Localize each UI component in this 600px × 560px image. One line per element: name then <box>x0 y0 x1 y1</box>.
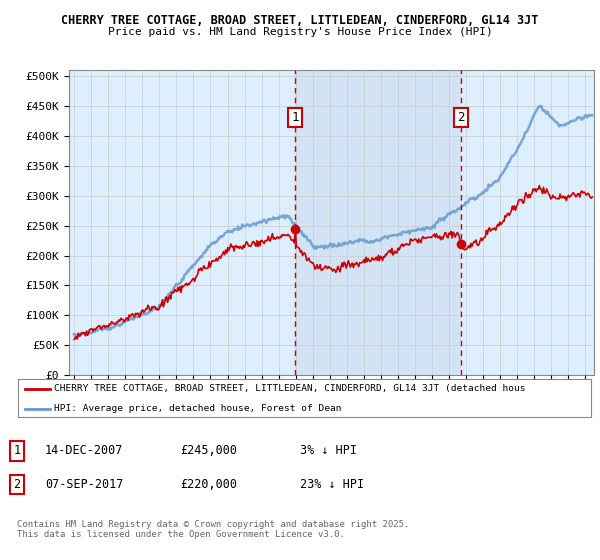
Text: 2: 2 <box>457 111 464 124</box>
Text: £220,000: £220,000 <box>180 478 237 491</box>
Bar <box>295 70 461 375</box>
Text: 3% ↓ HPI: 3% ↓ HPI <box>300 444 357 458</box>
Text: 14-DEC-2007: 14-DEC-2007 <box>45 444 124 458</box>
Text: HPI: Average price, detached house, Forest of Dean: HPI: Average price, detached house, Fore… <box>53 404 341 413</box>
Text: £245,000: £245,000 <box>180 444 237 458</box>
Text: 07-SEP-2017: 07-SEP-2017 <box>45 478 124 491</box>
Text: 2: 2 <box>13 478 20 491</box>
Text: 23% ↓ HPI: 23% ↓ HPI <box>300 478 364 491</box>
Text: Price paid vs. HM Land Registry's House Price Index (HPI): Price paid vs. HM Land Registry's House … <box>107 27 493 37</box>
Text: CHERRY TREE COTTAGE, BROAD STREET, LITTLEDEAN, CINDERFORD, GL14 3JT: CHERRY TREE COTTAGE, BROAD STREET, LITTL… <box>61 14 539 27</box>
Text: Contains HM Land Registry data © Crown copyright and database right 2025.
This d: Contains HM Land Registry data © Crown c… <box>17 520 409 539</box>
Text: CHERRY TREE COTTAGE, BROAD STREET, LITTLEDEAN, CINDERFORD, GL14 3JT (detached ho: CHERRY TREE COTTAGE, BROAD STREET, LITTL… <box>53 384 525 393</box>
Text: 1: 1 <box>291 111 299 124</box>
Text: 1: 1 <box>13 444 20 458</box>
